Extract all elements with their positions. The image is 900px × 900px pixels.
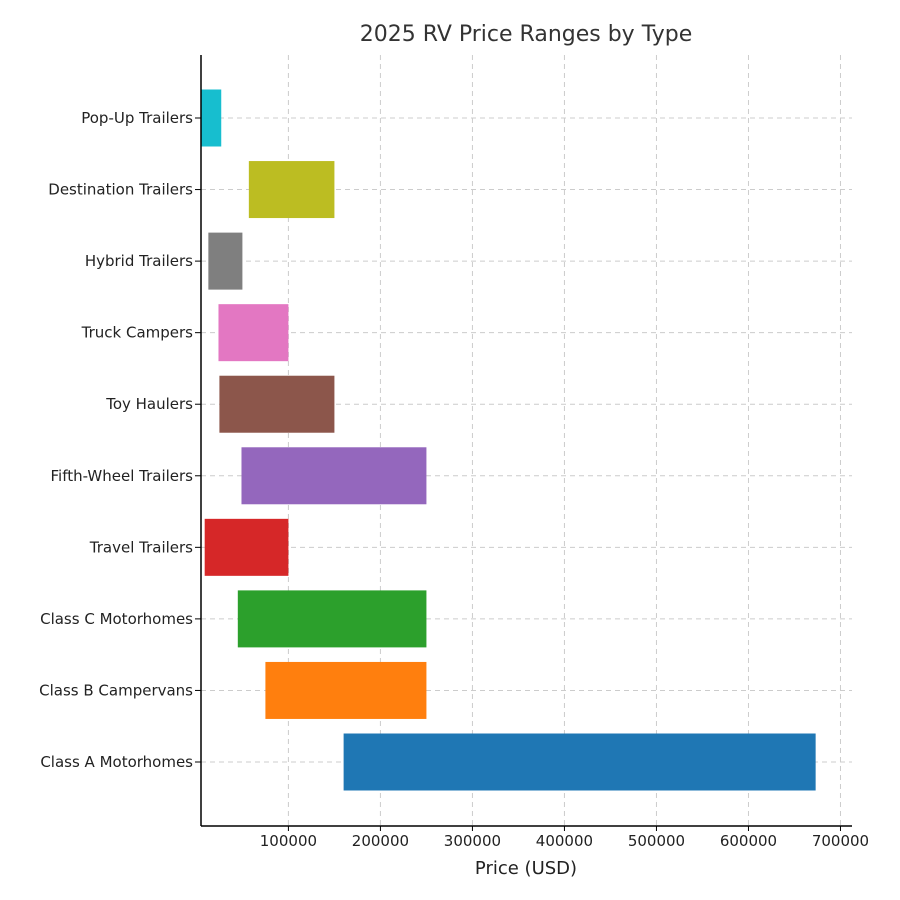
bar (343, 733, 816, 791)
x-tick-label: 500000 (628, 832, 685, 850)
y-tick-label: Fifth-Wheel Trailers (50, 467, 193, 485)
y-tick-label: Destination Trailers (48, 181, 193, 199)
y-tick-label: Pop-Up Trailers (81, 109, 193, 127)
bar (241, 447, 427, 505)
y-tick-label: Hybrid Trailers (85, 252, 193, 270)
y-tick-label: Toy Haulers (105, 395, 193, 413)
bar (218, 304, 289, 362)
bar (265, 661, 427, 719)
x-tick-label: 400000 (536, 832, 593, 850)
bars (201, 89, 816, 791)
bar (248, 161, 335, 219)
x-axis-tick-labels: 100000 200000 300000 400000 500000 600000 7000… (260, 826, 869, 850)
bar (208, 232, 243, 290)
y-tick-label: Class B Campervans (39, 681, 193, 699)
x-axis-label: Price (USD) (475, 858, 577, 879)
x-tick-label: 100000 (260, 832, 317, 850)
x-tick-label: 200000 (352, 832, 409, 850)
bar (204, 518, 289, 576)
bar (237, 590, 427, 648)
bar (219, 375, 335, 433)
y-tick-label: Truck Campers (81, 324, 194, 342)
chart-title: 2025 RV Price Ranges by Type (360, 22, 692, 47)
bar (201, 89, 222, 147)
y-tick-label: Class C Motorhomes (40, 610, 193, 628)
x-tick-label: 600000 (720, 832, 777, 850)
y-tick-label: Class A Motorhomes (40, 753, 193, 771)
x-tick-label: 700000 (812, 832, 869, 850)
x-tick-label: 300000 (444, 832, 501, 850)
y-tick-label: Travel Trailers (89, 538, 193, 556)
y-axis-tick-labels: Class A Motorhomes Class B Campervans Clas… (39, 109, 201, 771)
